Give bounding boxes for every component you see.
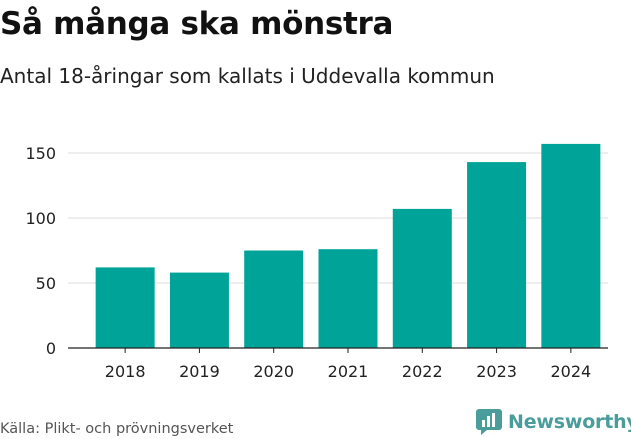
chart-title: Så många ska mönstra [0,6,394,42]
bar [169,272,229,348]
y-tick-label: 150 [25,144,56,163]
x-tick-label: 2023 [476,362,517,381]
bar-chart: 0 50 100 150 2018 2019 2020 2021 2022 2023 2024 [25,143,608,381]
brand-logo: Newsworthy [475,407,631,437]
bar [541,143,601,348]
brand-name: Newsworthy [508,411,631,433]
bar [467,162,527,348]
bar [95,267,155,348]
newsworthy-logo-icon [476,409,502,435]
x-tick-label: 2020 [253,362,294,381]
x-tick-label: 2021 [328,362,369,381]
chart-subtitle: Antal 18-åringar som kallats i Uddevalla… [0,64,495,88]
x-tick-label: 2024 [550,362,591,381]
source-note: Källa: Plikt- och prövningsverket [0,421,234,437]
y-tick-label: 0 [46,339,56,358]
y-tick-label: 100 [25,209,56,228]
y-tick-label: 50 [36,274,56,293]
bar [392,208,452,348]
x-tick-label: 2019 [179,362,220,381]
x-tick-label: 2022 [402,362,443,381]
x-tick-label: 2018 [105,362,146,381]
bar [244,250,304,348]
bar [318,249,378,348]
